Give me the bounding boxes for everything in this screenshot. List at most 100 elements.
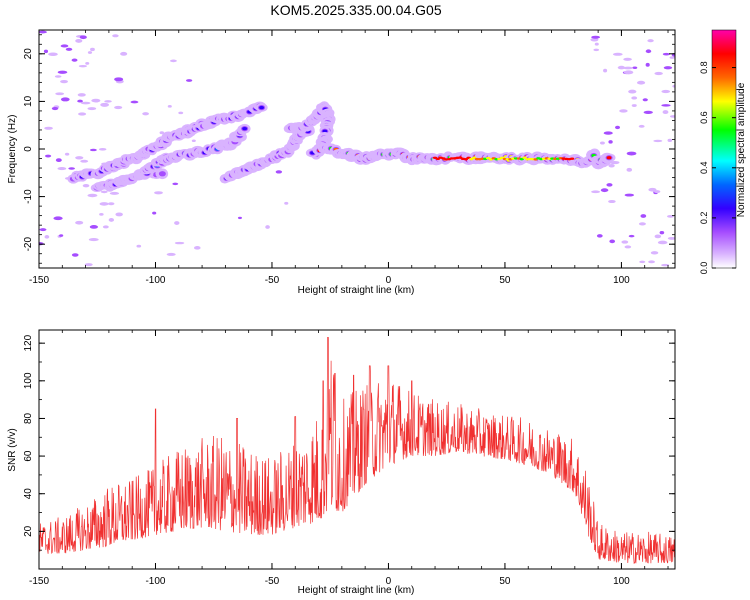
noise-speckle xyxy=(636,80,646,85)
snr-y-tick-label: 100 xyxy=(23,372,34,389)
snr-x-tick-label: 0 xyxy=(386,576,392,587)
snr-y-tick-label: 60 xyxy=(23,450,34,462)
noise-speckle xyxy=(109,191,120,195)
noise-speckle xyxy=(87,193,98,198)
noise-speckle xyxy=(626,167,633,172)
noise-speckle xyxy=(608,199,616,204)
noise-speckle xyxy=(600,188,609,193)
noise-speckle xyxy=(186,79,193,82)
noise-speckle xyxy=(48,52,58,57)
noise-speckle xyxy=(57,166,67,171)
colorbar: 0.0 0.2 0.4 0.6 0.8 Normalized spectral ampl… xyxy=(699,29,747,274)
noise-speckle xyxy=(624,193,635,197)
noise-speckle xyxy=(640,214,647,218)
noise-speckle xyxy=(591,190,601,194)
ridge-hot-core xyxy=(569,157,575,160)
noise-speckle xyxy=(642,98,648,102)
noise-speckle xyxy=(55,92,65,96)
noise-speckle xyxy=(85,61,90,65)
noise-speckle xyxy=(265,225,270,229)
noise-speckle xyxy=(590,37,599,42)
chart-title: KOM5.2025.335.00.04.G05 xyxy=(270,2,441,18)
spectrogram-x-tick-label: 100 xyxy=(613,275,630,286)
noise-speckle xyxy=(80,101,91,105)
spectrogram-frame xyxy=(38,29,676,269)
noise-speckle xyxy=(65,47,73,51)
noise-speckle xyxy=(591,35,600,39)
noise-speckle xyxy=(593,48,600,52)
spectrogram-y-tick-label: 20 xyxy=(23,48,34,60)
snr-y-tick-label: 120 xyxy=(23,334,34,351)
snr-x-ticks: -150 -100 -50 0 50 100 xyxy=(29,330,669,587)
spectrogram-y-tick-label: 0 xyxy=(23,146,34,152)
colorbar-ticks: 0.0 0.2 0.4 0.6 0.8 xyxy=(699,61,736,274)
noise-speckle xyxy=(603,131,613,135)
noise-speckle xyxy=(621,240,629,244)
noise-speckle xyxy=(120,51,128,56)
snr-x-tick-label: 100 xyxy=(613,576,630,587)
noise-speckle xyxy=(628,89,637,94)
noise-speckle xyxy=(89,225,99,229)
noise-speckle xyxy=(60,97,70,102)
noise-speckle xyxy=(55,158,62,163)
noise-speckle xyxy=(59,234,64,237)
noise-speckle xyxy=(275,170,283,174)
snr-frame xyxy=(38,329,676,570)
noise-speckle xyxy=(39,30,47,34)
noise-speckle xyxy=(51,106,59,111)
spectrogram-x-tick-label: 0 xyxy=(386,275,392,286)
colorbar-tick-label: 0.8 xyxy=(699,61,709,74)
spectrogram-y-ticks: -20 -10 0 10 20 xyxy=(23,34,675,264)
noise-speckle xyxy=(662,110,669,115)
noise-speckle xyxy=(114,105,123,110)
noise-speckle xyxy=(78,112,87,116)
noise-speckle xyxy=(624,245,632,249)
noise-speckle xyxy=(657,240,668,245)
noise-speckle xyxy=(82,184,90,188)
noise-speckle xyxy=(638,124,645,128)
noise-speckle xyxy=(626,151,637,156)
noise-speckle xyxy=(653,190,661,194)
noise-speckle xyxy=(599,141,605,145)
noise-speckle xyxy=(154,191,163,195)
noise-speckle xyxy=(609,160,620,165)
noise-speckle xyxy=(623,66,633,70)
spectrogram-x-tick-label: 50 xyxy=(499,275,511,286)
noise-speckle xyxy=(639,260,646,264)
noise-speckle xyxy=(100,190,108,194)
noise-speckle xyxy=(159,131,165,135)
noise-speckle xyxy=(606,183,613,187)
noise-speckle xyxy=(90,47,95,52)
spectrogram-x-label: Height of straight line (km) xyxy=(298,285,415,296)
noise-speckle xyxy=(60,44,69,48)
snr-data xyxy=(39,337,675,564)
noise-speckle xyxy=(669,115,675,118)
snr-y-tick-label: 40 xyxy=(23,488,34,500)
noise-speckle xyxy=(99,212,104,216)
noise-speckle xyxy=(645,49,652,54)
noise-speckle xyxy=(142,112,149,116)
noise-speckle xyxy=(44,126,53,130)
noise-speckle xyxy=(60,79,68,84)
colorbar-tick-label: 0.4 xyxy=(699,162,709,175)
noise-speckle xyxy=(87,107,97,111)
noise-speckle xyxy=(596,234,603,238)
noise-speckle xyxy=(75,220,84,225)
noise-speckle xyxy=(75,156,84,160)
spectrogram-x-tick-label: -50 xyxy=(265,275,280,286)
noise-speckle xyxy=(667,236,675,240)
noise-speckle xyxy=(191,139,196,143)
noise-speckle xyxy=(631,96,638,100)
noise-speckle xyxy=(193,246,201,250)
noise-speckle xyxy=(91,98,101,103)
noise-speckle xyxy=(84,263,93,267)
ridge-hot-core xyxy=(522,156,527,159)
noise-speckle xyxy=(628,234,635,238)
noise-speckle xyxy=(284,201,289,205)
noise-speckle xyxy=(43,49,49,54)
noise-speckle xyxy=(661,89,671,94)
noise-speckle xyxy=(617,65,626,70)
noise-speckle xyxy=(638,222,646,226)
noise-speckle xyxy=(57,70,68,74)
